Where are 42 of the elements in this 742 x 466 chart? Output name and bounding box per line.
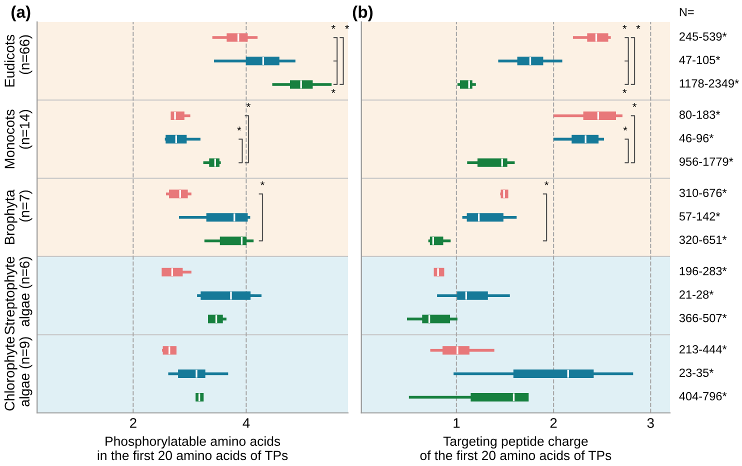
x-tick-label: 4: [242, 418, 250, 428]
annotation: *: [632, 103, 637, 108]
text: 21-28*: [680, 290, 714, 299]
text: 196-283*: [680, 266, 727, 276]
annotation: *: [237, 126, 242, 131]
text: 956-1779*: [679, 157, 734, 166]
text: 366-507*: [679, 314, 727, 322]
text: 320-651*: [679, 236, 727, 244]
annotation: *: [260, 181, 264, 186]
y-tick-label: Monocots (n=14): [4, 110, 32, 168]
text: 47-105*: [679, 56, 720, 64]
x-tick-label: 1: [454, 418, 460, 428]
text: 57-142*: [679, 212, 720, 221]
annotation: *: [345, 24, 350, 29]
text: 1178-2349*: [680, 79, 739, 88]
y-tick-label: Streptophyte algae (n=6): [4, 256, 32, 334]
annotation: *: [544, 181, 549, 186]
x-tick-label: 2: [550, 418, 557, 428]
y-tick-label: Brophyta (n=7): [4, 190, 32, 244]
text: 23-35*: [680, 368, 714, 377]
annotation: *: [636, 24, 640, 29]
chart-title: (a): [12, 6, 30, 22]
text: 80-183*: [679, 110, 720, 119]
x-tick-label: 3: [647, 418, 654, 428]
y-tick-label: Chlorophyte algae (n=9): [4, 336, 32, 411]
text: 46-96*: [679, 134, 714, 142]
text: 245-539*: [680, 32, 727, 41]
annotation: *: [622, 24, 627, 29]
x-tick-label: 2: [130, 418, 136, 428]
x-axis-title: Phosphorylatable amino acids in the first 20 amino acids of TPs: [98, 436, 288, 460]
annotation: *: [331, 89, 336, 93]
text: 213-444*: [680, 345, 727, 354]
text: 310-676*: [679, 188, 727, 198]
annotation: *: [246, 103, 250, 108]
annotation: *: [623, 126, 628, 131]
text: N=: [680, 8, 694, 16]
text: 404-796*: [679, 392, 727, 400]
annotation: *: [331, 24, 336, 29]
chart-title: (b): [352, 6, 373, 22]
annotation: *: [622, 89, 627, 93]
x-axis-title: Targeting peptide charge of the first 20 amino acids of TPs: [420, 436, 612, 460]
y-tick-label: Eudicots (n=66): [4, 34, 32, 86]
